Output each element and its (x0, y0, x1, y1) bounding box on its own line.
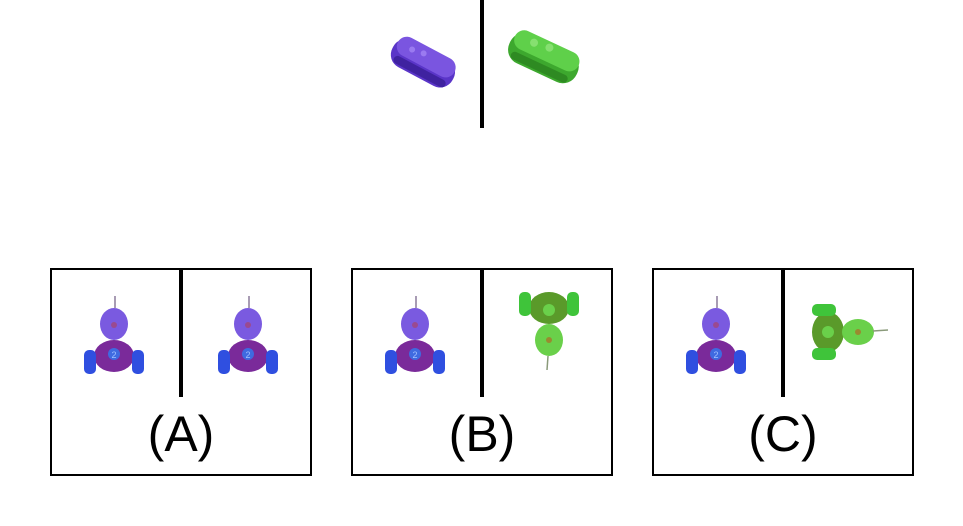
green-robot-icon (519, 292, 579, 371)
option-b-label: (B) (448, 406, 516, 462)
option-a-label: (A) (147, 406, 215, 462)
purple-robot-icon: 2 (686, 296, 746, 374)
option-c-divider (781, 270, 785, 397)
option-c[interactable]: 2 (C) (652, 268, 914, 476)
option-c-label: (C) (748, 406, 818, 462)
svg-text:2: 2 (111, 350, 116, 360)
reference-panel (370, 0, 600, 130)
purple-block-icon (390, 36, 456, 88)
purple-robot-icon: 2 (84, 296, 144, 374)
svg-text:2: 2 (412, 350, 417, 360)
option-a[interactable]: 2 2 (A) (50, 268, 312, 476)
option-b[interactable]: 2 (B) (351, 268, 613, 476)
reference-divider (480, 0, 484, 128)
option-a-divider (179, 270, 183, 397)
svg-text:2: 2 (713, 350, 718, 360)
green-robot-icon (812, 304, 889, 360)
green-block-icon (508, 30, 580, 84)
svg-text:2: 2 (245, 350, 250, 360)
purple-robot-icon: 2 (385, 296, 445, 374)
purple-robot-icon: 2 (218, 296, 278, 374)
option-b-divider (480, 270, 484, 397)
